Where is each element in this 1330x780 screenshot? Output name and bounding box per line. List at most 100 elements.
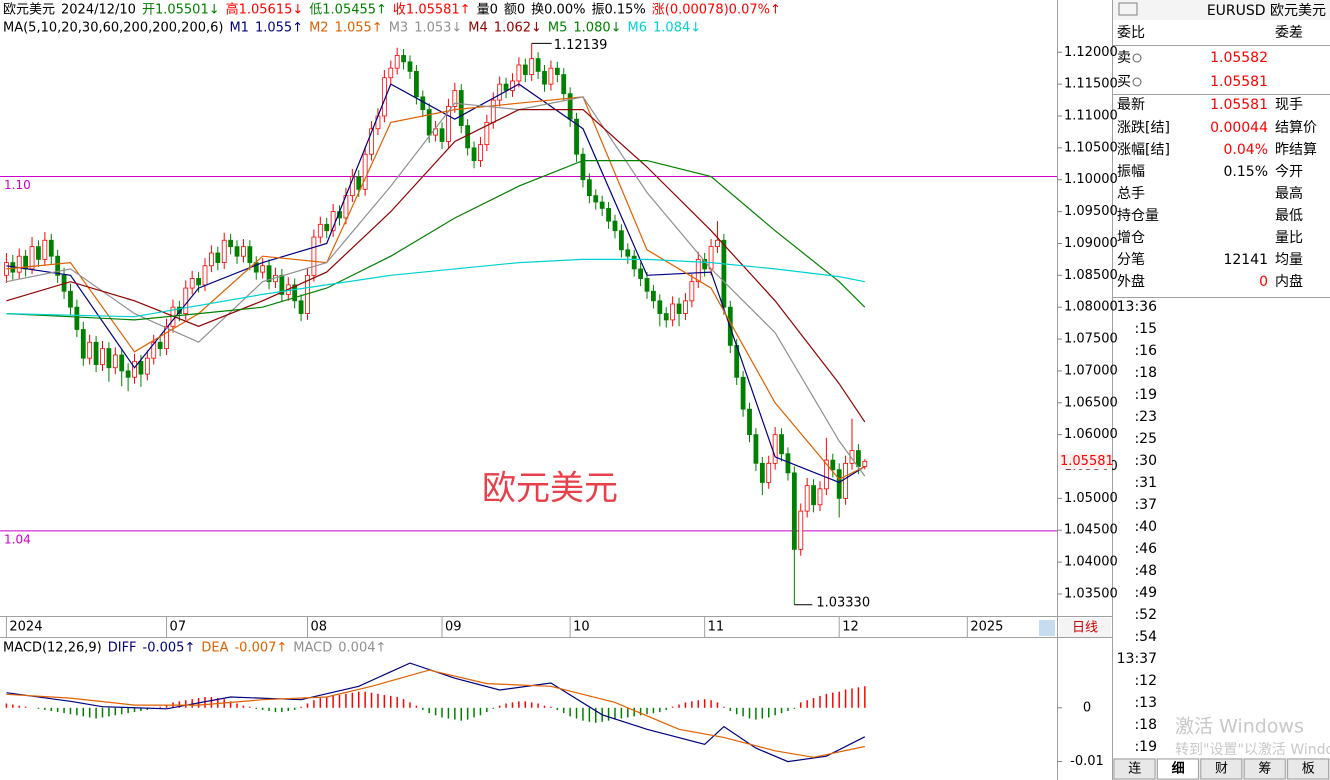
candle-body bbox=[625, 249, 631, 257]
icon[interactable] bbox=[1118, 2, 1138, 16]
candle-body bbox=[119, 354, 125, 372]
candle-body bbox=[189, 278, 195, 289]
candle-body bbox=[362, 153, 368, 190]
tab[interactable] bbox=[1200, 758, 1243, 780]
legend-value: 1.055↑ bbox=[335, 21, 383, 36]
quote-label: 委比 bbox=[1117, 25, 1145, 41]
candle-body bbox=[830, 459, 836, 471]
candle-body bbox=[651, 290, 656, 302]
x-tick-label: 11 bbox=[708, 620, 725, 635]
candle-body bbox=[426, 109, 432, 136]
candle-body bbox=[401, 55, 406, 63]
ma-line bbox=[6, 96, 866, 477]
legend-value: 1.080↓ bbox=[573, 21, 621, 36]
tick-time: :54 bbox=[1134, 629, 1157, 645]
period-button[interactable]: 日线 bbox=[1072, 621, 1098, 636]
tab[interactable] bbox=[1287, 758, 1330, 780]
candle-body bbox=[663, 313, 669, 321]
candle-body bbox=[638, 268, 644, 279]
ma-line bbox=[6, 160, 866, 321]
candle-body bbox=[817, 488, 823, 506]
tick-time: :19 bbox=[1134, 739, 1157, 755]
y-tick-label: 1.04000 bbox=[1064, 555, 1118, 570]
tick-time: :23 bbox=[1134, 409, 1157, 425]
tab-label[interactable]: 板 bbox=[1302, 762, 1315, 777]
candle-body bbox=[631, 255, 637, 270]
tab-label[interactable]: 细 bbox=[1172, 761, 1185, 777]
candle-body bbox=[106, 348, 112, 369]
candle-body bbox=[196, 278, 201, 286]
tick-time: :40 bbox=[1134, 519, 1157, 535]
os-watermark: 激活 Windows bbox=[1175, 716, 1304, 738]
legend-name: DIFF bbox=[108, 641, 137, 656]
candle-body bbox=[228, 239, 234, 248]
tick-time: 13:36 bbox=[1117, 299, 1157, 315]
candle-body bbox=[298, 300, 304, 314]
watermark: 欧元美元 bbox=[482, 469, 618, 509]
candle-body bbox=[484, 121, 490, 146]
tab[interactable] bbox=[1243, 758, 1286, 780]
quote-right-label: 现手 bbox=[1275, 97, 1303, 113]
quote-value: 1.05581 bbox=[1210, 74, 1268, 90]
candle-body bbox=[446, 106, 451, 142]
legend-value: 1.055↑ bbox=[255, 21, 303, 36]
quote-title: EURUSD 欧元美元 bbox=[1207, 3, 1326, 19]
ma-line bbox=[6, 109, 866, 423]
candle-body bbox=[87, 341, 93, 359]
quote-label: 买 bbox=[1117, 74, 1131, 90]
candle-body bbox=[80, 329, 86, 359]
candle-body bbox=[618, 230, 624, 251]
tab-label[interactable]: 连 bbox=[1128, 761, 1141, 777]
candle-body bbox=[317, 223, 323, 238]
candle-body bbox=[593, 195, 599, 203]
tab[interactable] bbox=[1113, 758, 1156, 780]
quote-value: 0.00044 bbox=[1210, 120, 1268, 136]
quote-label: 分笔 bbox=[1117, 252, 1145, 268]
y-tick-label: 1.05000 bbox=[1064, 491, 1118, 506]
os-watermark: 转到"设置"以激活 Windows bbox=[1175, 741, 1330, 758]
x-tick-label: 2025 bbox=[970, 620, 1003, 635]
header-item: 欧元美元 bbox=[3, 3, 55, 18]
quote-right-label: 结算价 bbox=[1275, 120, 1317, 136]
tick-time: :46 bbox=[1134, 541, 1157, 557]
candle-body bbox=[202, 265, 208, 286]
tick-time: :18 bbox=[1134, 717, 1157, 733]
candle-body bbox=[144, 357, 150, 375]
y-tick-label: 0 bbox=[1083, 700, 1091, 715]
y-tick-label: 1.09000 bbox=[1064, 236, 1118, 251]
candle-body bbox=[753, 434, 759, 464]
candle-body bbox=[375, 115, 381, 130]
candle-body bbox=[157, 341, 163, 350]
tab[interactable] bbox=[1156, 758, 1199, 780]
y-tick-label: 1.10500 bbox=[1064, 140, 1118, 155]
legend-name: M1 bbox=[229, 21, 249, 36]
candle-body bbox=[452, 90, 458, 107]
tab-label[interactable]: 财 bbox=[1215, 762, 1228, 777]
scroll-button[interactable] bbox=[1039, 620, 1055, 636]
candle-body bbox=[811, 485, 816, 506]
period-button-bg[interactable] bbox=[1059, 618, 1111, 637]
header-item: 振0.15% bbox=[591, 3, 645, 18]
candle-body bbox=[606, 207, 611, 222]
legend-value: -0.005↑ bbox=[143, 641, 196, 656]
candle-body bbox=[42, 239, 48, 260]
candle-body bbox=[29, 246, 35, 270]
candle-body bbox=[369, 128, 374, 155]
candle-body bbox=[862, 460, 868, 467]
tick-time: :19 bbox=[1134, 387, 1157, 403]
candle-body bbox=[471, 147, 477, 162]
tab-label[interactable]: 筹 bbox=[1258, 761, 1271, 777]
legend-value: 1.053↓ bbox=[414, 21, 462, 36]
y-tick-label: 1.08000 bbox=[1064, 300, 1118, 315]
quote-right-label: 昨结算 bbox=[1275, 142, 1317, 158]
header-item: 量0 bbox=[477, 3, 498, 18]
tick-time: :16 bbox=[1134, 343, 1157, 359]
header-item: 额0 bbox=[504, 3, 525, 18]
candle-body bbox=[48, 239, 54, 257]
candle-body bbox=[439, 128, 445, 142]
tick-time: :48 bbox=[1134, 563, 1157, 579]
quote-right-label: 委差 bbox=[1275, 25, 1303, 41]
tick-time: :52 bbox=[1134, 607, 1157, 623]
header-item: 涨(0.00078)0.07%↑ bbox=[652, 3, 781, 18]
